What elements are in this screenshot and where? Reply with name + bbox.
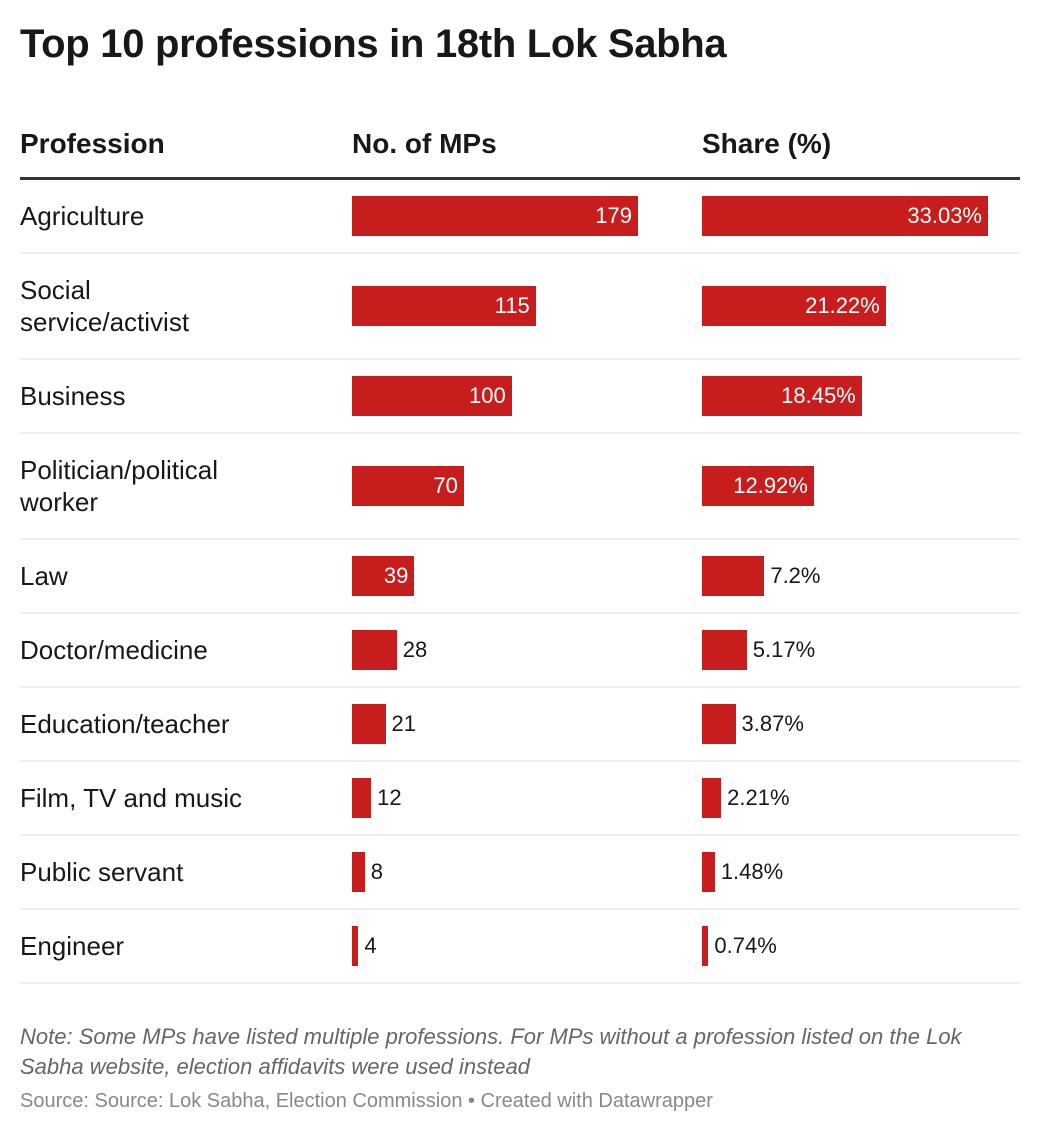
mps-bar [352,926,359,966]
mps-value-label: 70 [433,473,458,498]
share-value-label: 33.03% [907,203,982,228]
share-bar [702,926,709,966]
chart-title: Top 10 professions in 18th Lok Sabha [20,22,727,66]
mps-value-label: 4 [364,933,377,958]
share-value-label: 2.21% [727,785,790,810]
chart-note: Note: Some MPs have listed multiple prof… [20,1024,962,1079]
mps-bar [352,466,464,506]
share-value-label: 0.74% [714,933,777,958]
table-row: Law 39 7.2% [20,540,1020,614]
mps-bar [352,630,397,670]
mps-value-label: 39 [383,563,409,588]
mps-bar [352,376,512,416]
share-value-label: 3.87% [741,711,804,736]
profession-label: Social service/activist [20,275,190,337]
table-row: Politician/political worker 70 12.92% [20,434,1020,540]
share-bar [702,286,886,326]
header-mps: No. of MPs [352,128,497,159]
share-bar [702,196,988,236]
mps-bar [352,852,365,892]
profession-label: Politician/political worker [20,455,218,517]
table-row: Engineer 4 0.74% [20,910,1020,984]
share-bar [702,852,715,892]
table-header: Profession No. of MPs Share (%) [20,124,1020,180]
table-row: Agriculture 179 33.03% [20,180,1020,254]
profession-label: Public servant [20,857,184,887]
mps-value-label: 12 [377,785,402,810]
share-value-label: 21.22% [805,293,880,318]
profession-label: Law [20,561,68,591]
share-value-label: 5.17% [752,637,816,662]
share-bar [702,466,814,506]
table-row: Education/teacher 21 3.87% [20,688,1020,762]
share-bar [702,704,736,744]
table-row: Social service/activist 115 21.22% [20,254,1020,360]
share-bar [702,556,765,596]
table-row: Film, TV and music 12 2.21% [20,762,1020,836]
profession-label: Film, TV and music [20,783,243,813]
profession-label: Engineer [20,931,125,961]
share-bar [702,376,862,416]
share-value-label: 12.92% [733,473,808,498]
table-row: Public servant 8 1.48% [20,836,1020,910]
profession-label: Business [20,381,126,411]
mps-bar [352,778,372,818]
mps-value-label: 21 [391,711,417,736]
mps-value-label: 179 [595,203,632,228]
table-row: Doctor/medicine 28 5.17% [20,614,1020,688]
share-value-label: 1.48% [720,859,784,884]
profession-label: Agriculture [20,201,145,231]
header-share: Share (%) [702,128,832,159]
share-value-label: 18.45% [781,383,856,408]
share-bar [702,630,747,670]
chart-source: Source: Source: Lok Sabha, Election Comm… [20,1090,713,1112]
mps-value-label: 100 [469,383,506,408]
profession-label: Education/teacher [20,709,230,739]
profession-label: Doctor/medicine [20,635,208,665]
table-row: Business 100 18.45% [20,360,1020,434]
header-profession: Profession [20,128,165,159]
mps-value-label: 115 [494,293,530,318]
mps-bar [352,196,638,236]
mps-value-label: 8 [370,859,384,884]
mps-bar [352,556,415,596]
table-body: Agriculture 179 33.03% Social service/activ… [20,180,1020,984]
mps-bar [352,704,386,744]
mps-value-label: 28 [402,637,428,662]
share-value-label: 7.2% [770,563,821,588]
mps-bar [352,286,536,326]
share-bar [702,778,722,818]
